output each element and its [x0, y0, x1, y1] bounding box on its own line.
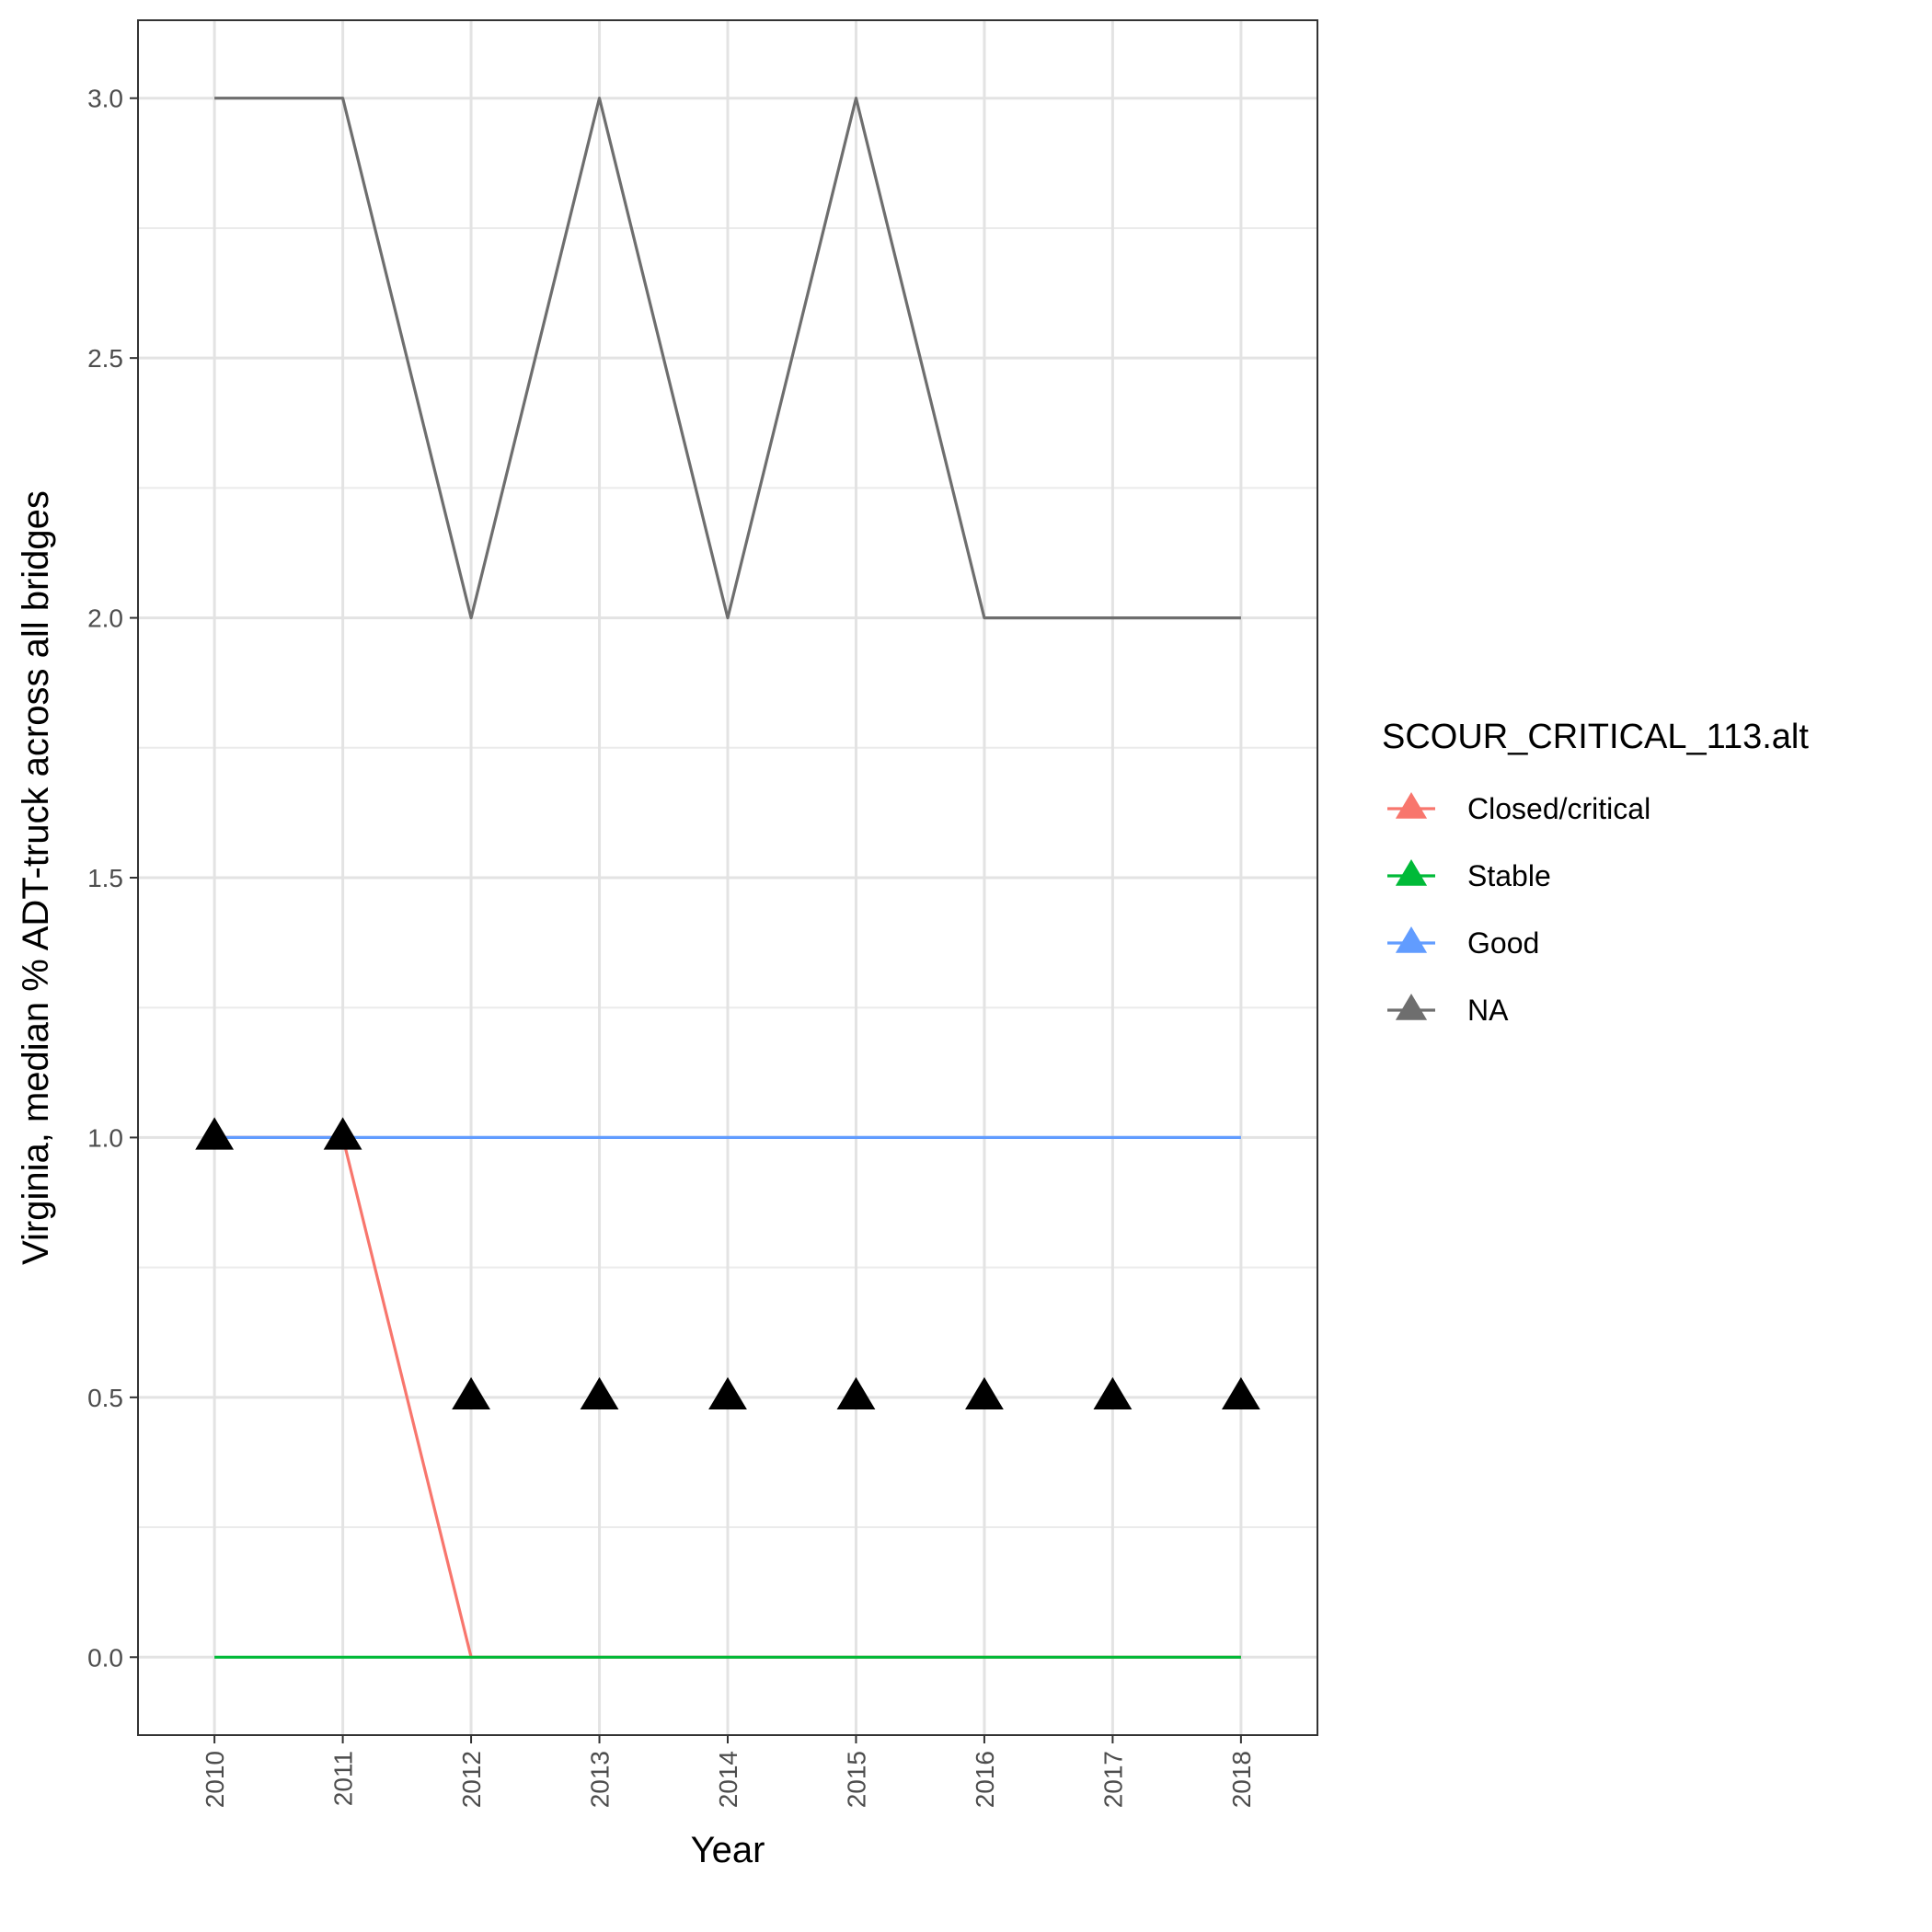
x-tick-label: 2015: [842, 1751, 870, 1808]
x-tick-label: 2012: [457, 1751, 486, 1808]
legend-key-triangle-icon: [1395, 859, 1428, 886]
major-gridlines: [138, 20, 1317, 1735]
x-tick-label: 2010: [201, 1751, 229, 1808]
data-point-marker: [323, 1117, 362, 1150]
x-tick-label: 2016: [971, 1751, 999, 1808]
y-tick-label: 2.0: [87, 604, 123, 633]
x-axis: 2010 2011 2012 2013 2014 2015 2016 2017 2018: [201, 1735, 1256, 1808]
point-markers: [195, 1117, 1260, 1410]
y-tick-label: 0.0: [87, 1643, 123, 1672]
legend-key-triangle-icon: [1395, 926, 1428, 953]
x-tick-label: 2013: [586, 1751, 615, 1808]
legend: SCOUR_CRITICAL_113.alt Closed/critical St…: [1382, 718, 1809, 1027]
legend-key-triangle-icon: [1395, 792, 1428, 819]
data-point-marker: [1221, 1376, 1260, 1410]
data-point-marker: [708, 1376, 747, 1410]
legend-label: Good: [1467, 926, 1539, 960]
y-tick-label: 0.5: [87, 1384, 123, 1412]
data-point-marker: [452, 1376, 490, 1410]
data-point-marker: [195, 1117, 235, 1150]
y-axis-title: Virginia, median % ADT-truck across all …: [16, 490, 56, 1265]
x-tick-label: 2014: [714, 1751, 742, 1808]
data-point-marker: [836, 1376, 876, 1410]
legend-label: Closed/critical: [1467, 792, 1650, 825]
legend-label: Stable: [1467, 859, 1551, 892]
series-lines: [214, 97, 1241, 1659]
y-tick-label: 3.0: [87, 85, 123, 113]
y-tick-label: 1.5: [87, 864, 123, 892]
legend-title: SCOUR_CRITICAL_113.alt: [1382, 718, 1809, 756]
y-tick-label: 1.0: [87, 1123, 123, 1152]
y-tick-label: 2.5: [87, 344, 123, 373]
legend-label: NA: [1467, 994, 1509, 1027]
x-axis-title: Year: [691, 1830, 765, 1870]
legend-key-triangle-icon: [1395, 994, 1428, 1020]
data-point-marker: [580, 1376, 619, 1410]
series-line-na: [214, 97, 1241, 620]
y-axis: 0.0 0.5 1.0 1.5 2.0 2.5 3.0: [87, 85, 138, 1672]
x-tick-label: 2011: [329, 1751, 358, 1806]
x-tick-label: 2017: [1098, 1751, 1127, 1808]
x-tick-label: 2018: [1227, 1751, 1256, 1808]
data-point-marker: [965, 1376, 1004, 1410]
data-point-marker: [1093, 1376, 1133, 1410]
